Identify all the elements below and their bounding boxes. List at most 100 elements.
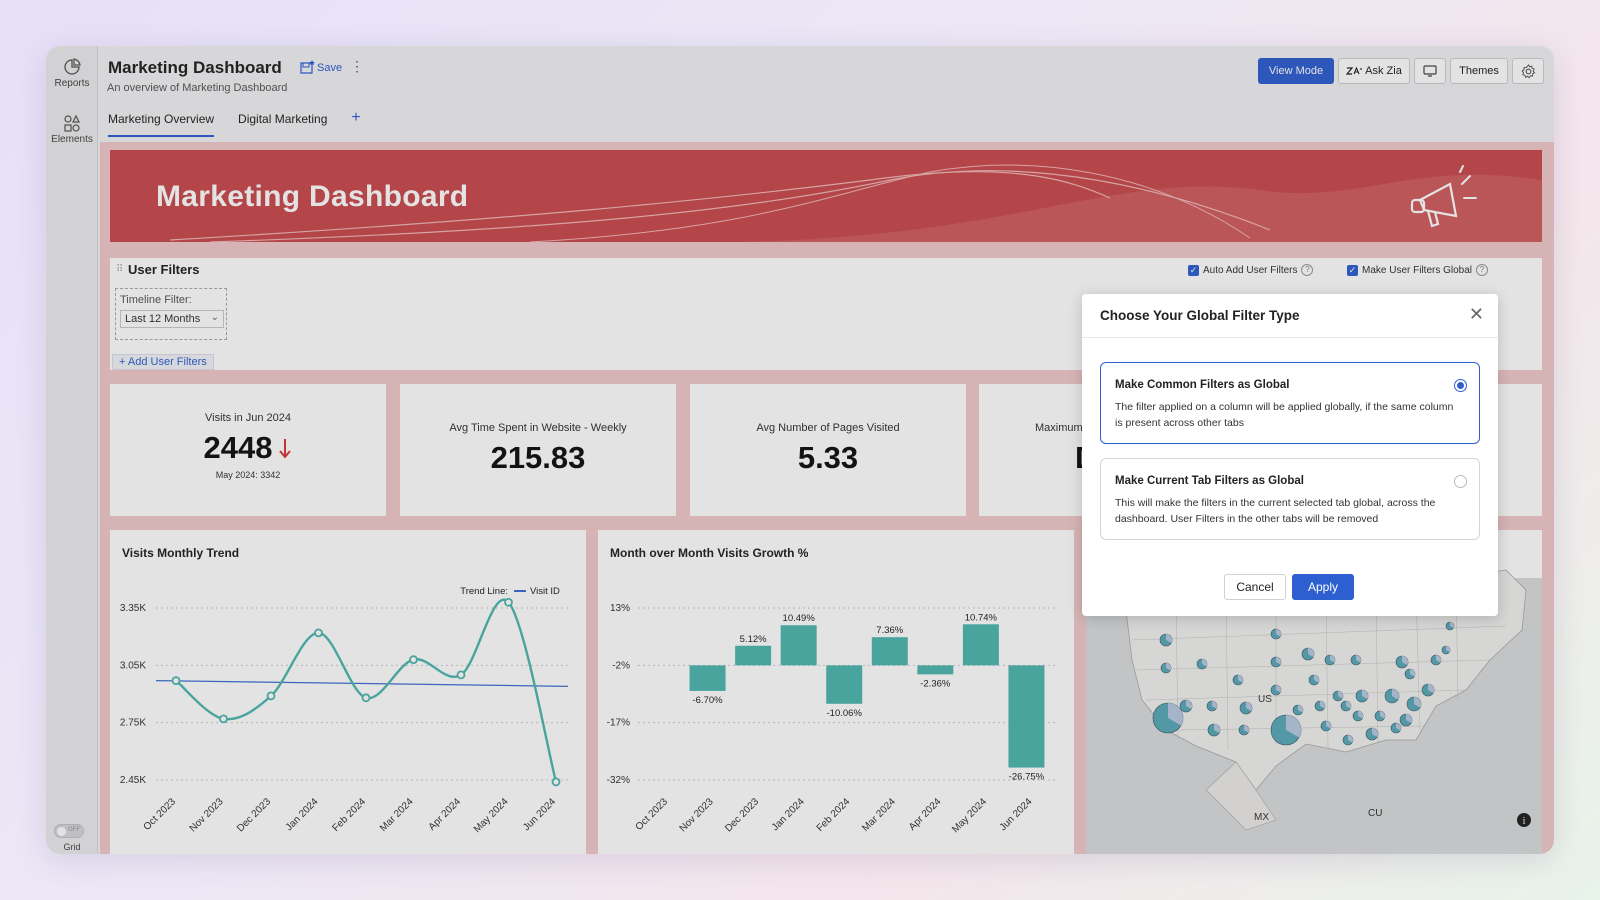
map-marker-slice xyxy=(1326,721,1332,729)
map-marker-slice xyxy=(1406,713,1413,723)
present-button[interactable] xyxy=(1414,58,1446,84)
option-description: This will make the filters in the curren… xyxy=(1115,497,1436,525)
trend-line xyxy=(155,680,569,687)
map-marker-slice xyxy=(1380,710,1386,719)
x-tick-label: Mar 2024 xyxy=(860,796,898,834)
ask-zia-button[interactable]: Ask Zia xyxy=(1338,58,1410,84)
map-marker-slice xyxy=(1214,723,1221,733)
kpi-card-avg-time[interactable]: Avg Time Spent in Website - Weekly 215.8… xyxy=(400,384,676,516)
pie-chart-icon xyxy=(64,58,81,75)
map-label-cu: CU xyxy=(1368,808,1382,819)
y-tick-label: -17% xyxy=(607,718,630,729)
mom-growth-panel[interactable]: Month over Month Visits Growth % 13% -2% -… xyxy=(598,530,1074,854)
option-title: Make Current Tab Filters as Global xyxy=(1115,475,1304,487)
kpi-label: Maximum xyxy=(1035,422,1083,434)
data-label: 10.49% xyxy=(783,613,816,624)
line-chart: 3.35K 3.05K 2.75K 2.45K Trend Line: Visit ID O… xyxy=(120,586,569,835)
kpi-card-visits[interactable]: Visits in Jun 2024 2448 May 2024: 3342 xyxy=(110,384,386,516)
map-marker-slice xyxy=(1436,654,1442,663)
radio-selected[interactable] xyxy=(1454,379,1467,392)
map-marker-slice xyxy=(1244,725,1250,733)
kpi-value: 5.33 xyxy=(797,440,859,475)
page-subtitle: An overview of Marketing Dashboard xyxy=(107,82,288,94)
y-tick-label: -2% xyxy=(612,660,630,671)
map-marker-slice xyxy=(1372,727,1379,737)
map-marker-slice xyxy=(1276,684,1282,693)
data-point xyxy=(456,670,466,680)
data-label: 5.12% xyxy=(740,634,767,645)
option-common-filters-global[interactable]: Make Common Filters as Global The filter… xyxy=(1100,362,1480,444)
more-options-icon[interactable]: ⋮ xyxy=(350,58,364,74)
x-tick-label: Oct 2023 xyxy=(142,796,179,833)
x-tick-label: Jun 2024 xyxy=(998,796,1035,833)
global-filter-type-dialog: Choose Your Global Filter Type ✕ Make Co… xyxy=(1082,294,1498,616)
info-icon[interactable] xyxy=(1517,813,1531,827)
y-tick-label: 3.05K xyxy=(120,660,146,671)
help-icon[interactable]: ? xyxy=(1301,264,1314,276)
apply-button[interactable]: Apply xyxy=(1292,574,1354,600)
radio-unselected[interactable] xyxy=(1454,475,1467,488)
bar-chart: 13% -2% -17% -32% -6.70% 5.12% 10.49% -10.06% 7.… xyxy=(607,603,1058,835)
bar xyxy=(962,624,999,666)
rail-item-reports[interactable]: Reports xyxy=(46,58,98,89)
drag-handle-icon[interactable]: ⠿ xyxy=(116,264,124,275)
data-label: 7.36% xyxy=(876,625,903,636)
data-point xyxy=(361,693,371,703)
map-marker-slice xyxy=(1330,654,1336,663)
us-map: US MX CU i xyxy=(1086,569,1542,854)
arrow-down-icon xyxy=(279,439,292,459)
megaphone-icon xyxy=(1410,165,1477,228)
save-icon xyxy=(300,60,315,74)
timeline-filter-value: Last 12 Months xyxy=(125,313,201,325)
map-marker-slice xyxy=(1286,714,1302,738)
elements-icon xyxy=(64,114,80,132)
map-marker-slice xyxy=(1338,690,1344,699)
settings-button[interactable] xyxy=(1512,58,1544,84)
data-label: -6.70% xyxy=(693,695,724,706)
cancel-button[interactable]: Cancel xyxy=(1224,574,1286,600)
grid-toggle[interactable]: OFF xyxy=(54,824,84,838)
kpi-label: Avg Number of Pages Visited xyxy=(756,422,900,434)
visits-monthly-trend-panel[interactable]: Visits Monthly Trend 3.35K 3.05K 2.75K 2.45… xyxy=(110,530,586,854)
add-tab-button[interactable]: + xyxy=(351,109,361,126)
map-marker-slice xyxy=(1186,699,1193,709)
map-marker-slice xyxy=(1446,646,1451,652)
save-button[interactable]: Save xyxy=(300,60,342,74)
help-icon[interactable]: ? xyxy=(1476,264,1489,276)
themes-button[interactable]: Themes xyxy=(1450,58,1508,84)
map-marker-slice xyxy=(1450,622,1455,628)
user-filters-title: User Filters xyxy=(128,262,200,277)
kpi-card-avg-pages[interactable]: Avg Number of Pages Visited 5.33 xyxy=(690,384,966,516)
view-mode-button[interactable]: View Mode xyxy=(1258,58,1334,84)
info-icon-glyph: i xyxy=(1523,816,1526,827)
map-marker-slice xyxy=(1362,689,1369,699)
tab-marketing-overview[interactable]: Marketing Overview xyxy=(108,112,215,137)
x-tick-label: Jan 2024 xyxy=(770,796,807,833)
save-label: Save xyxy=(317,62,343,74)
banner-waves xyxy=(169,164,1542,242)
option-current-tab-filters-global[interactable]: Make Current Tab Filters as Global This … xyxy=(1100,458,1480,540)
map-marker-slice xyxy=(1348,734,1354,743)
add-user-filters-button[interactable]: + Add User Filters xyxy=(112,354,214,370)
timeline-filter-label: Timeline Filter: xyxy=(120,294,192,306)
timeline-filter-select[interactable]: Last 12 Months ⌄ xyxy=(120,310,224,328)
map-marker-slice xyxy=(1202,658,1208,667)
make-user-filters-global-checkbox[interactable]: ✓ Make User Filters Global ? xyxy=(1347,264,1489,276)
rail-item-elements[interactable]: Elements xyxy=(46,114,98,145)
map-marker-slice xyxy=(1166,663,1172,671)
data-label: -10.06% xyxy=(827,708,863,719)
tab-digital-marketing[interactable]: Digital Marketing xyxy=(238,112,328,126)
x-tick-label: Dec 2023 xyxy=(723,796,761,834)
map-marker-slice xyxy=(1410,669,1416,677)
data-point xyxy=(504,597,513,607)
ask-zia-label: Ask Zia xyxy=(1365,65,1402,77)
x-tick-label: Nov 2023 xyxy=(678,796,716,834)
map-marker-slice xyxy=(1356,654,1362,663)
banner-title: Marketing Dashboard xyxy=(156,180,469,213)
bar xyxy=(917,665,954,675)
map-marker-slice xyxy=(1396,723,1402,731)
auto-add-user-filters-checkbox[interactable]: ✓ Auto Add User Filters ? xyxy=(1188,264,1314,276)
series-line xyxy=(175,598,558,783)
map-marker-slice xyxy=(1428,683,1435,693)
close-icon[interactable]: ✕ xyxy=(1468,304,1484,324)
